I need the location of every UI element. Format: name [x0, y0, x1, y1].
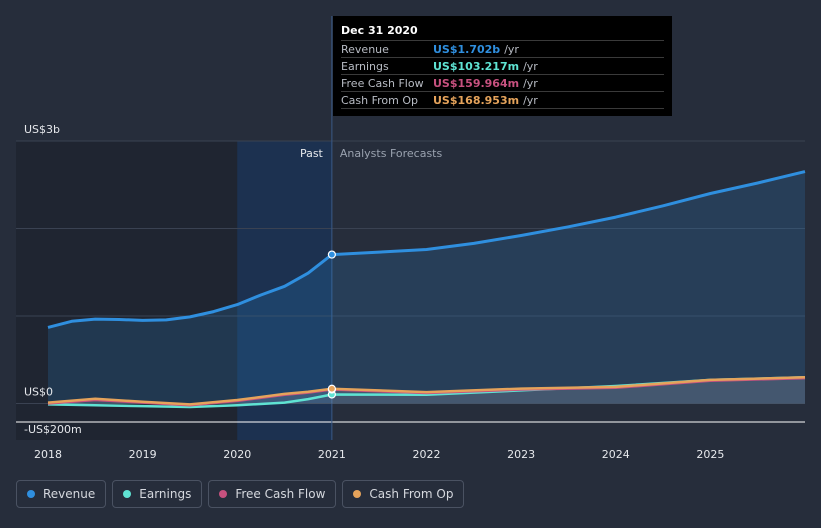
y-tick-label: US$3b: [24, 123, 60, 136]
legend-dot-icon: [27, 490, 35, 498]
cash-from-op-point: [327, 384, 336, 393]
x-tick-label: 2024: [602, 448, 630, 461]
tooltip-row-revenue: Revenue US$1.702b /yr: [341, 41, 664, 58]
legend-item-cash-from-op[interactable]: Cash From Op: [342, 480, 465, 508]
tooltip-value: US$159.964m: [433, 76, 520, 90]
tooltip-title: Dec 31 2020: [341, 24, 664, 41]
tooltip-label: Cash From Op: [341, 93, 419, 107]
legend-dot-icon: [353, 490, 362, 498]
revenue-point: [327, 250, 336, 259]
legend-item-free-cash-flow[interactable]: Free Cash Flow: [208, 480, 337, 508]
legend-item-revenue[interactable]: Revenue: [16, 480, 107, 508]
tooltip-value: US$1.702b: [433, 42, 501, 56]
legend-item-earnings[interactable]: Earnings: [112, 480, 203, 508]
forecast-label: Analysts Forecasts: [340, 147, 443, 160]
past-label: Past: [300, 147, 324, 160]
tooltip-row-cash-from-op: Cash From Op US$168.953m /yr: [341, 92, 664, 109]
y-tick-label: US$0: [24, 386, 53, 399]
x-tick-label: 2021: [318, 448, 346, 461]
x-tick-label: 2022: [413, 448, 441, 461]
legend: Revenue Earnings Free Cash Flow Cash Fro…: [16, 480, 465, 510]
legend-dot-icon: [123, 490, 132, 498]
tooltip-unit: /yr: [523, 59, 538, 73]
x-tick-label: 2018: [34, 448, 62, 461]
tooltip-label: Earnings: [341, 59, 389, 73]
tooltip-unit: /yr: [504, 42, 519, 56]
cash-from-op-area: [48, 377, 805, 405]
tooltip-value: US$103.217m: [433, 59, 520, 73]
legend-label: Free Cash Flow: [235, 487, 326, 501]
tooltip: Dec 31 2020 Revenue US$1.702b /yr Earnin…: [333, 16, 672, 116]
revenue-area: [48, 171, 805, 404]
x-tick-label: 2019: [129, 448, 157, 461]
cash-from-op-line: [47, 376, 806, 406]
legend-label: Revenue: [43, 487, 96, 501]
tooltip-label: Free Cash Flow: [341, 76, 424, 90]
tooltip-row-earnings: Earnings US$103.217m /yr: [341, 58, 664, 75]
legend-dot-icon: [219, 490, 228, 498]
legend-label: Earnings: [139, 487, 192, 501]
x-tick-label: 2023: [507, 448, 535, 461]
tooltip-unit: /yr: [523, 76, 538, 90]
tooltip-unit: /yr: [523, 93, 538, 107]
x-tick-label: 2025: [696, 448, 724, 461]
tooltip-label: Revenue: [341, 42, 389, 56]
revenue-line: [47, 170, 806, 329]
legend-label: Cash From Op: [369, 487, 454, 501]
y-tick-label: -US$200m: [24, 423, 82, 436]
x-tick-label: 2020: [223, 448, 251, 461]
tooltip-row-free-cash-flow: Free Cash Flow US$159.964m /yr: [341, 75, 664, 92]
tooltip-value: US$168.953m: [433, 93, 520, 107]
